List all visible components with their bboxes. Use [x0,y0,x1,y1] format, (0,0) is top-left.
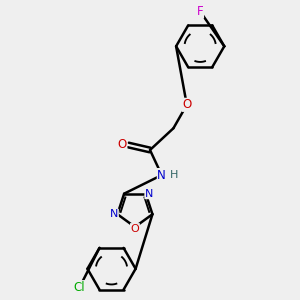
Text: N: N [110,209,118,219]
Text: O: O [118,139,127,152]
Text: Cl: Cl [74,281,85,294]
Text: O: O [130,224,139,234]
Text: O: O [182,98,191,111]
Text: N: N [157,169,166,182]
Text: H: H [170,170,178,180]
Text: F: F [197,5,203,18]
Text: N: N [145,189,153,199]
